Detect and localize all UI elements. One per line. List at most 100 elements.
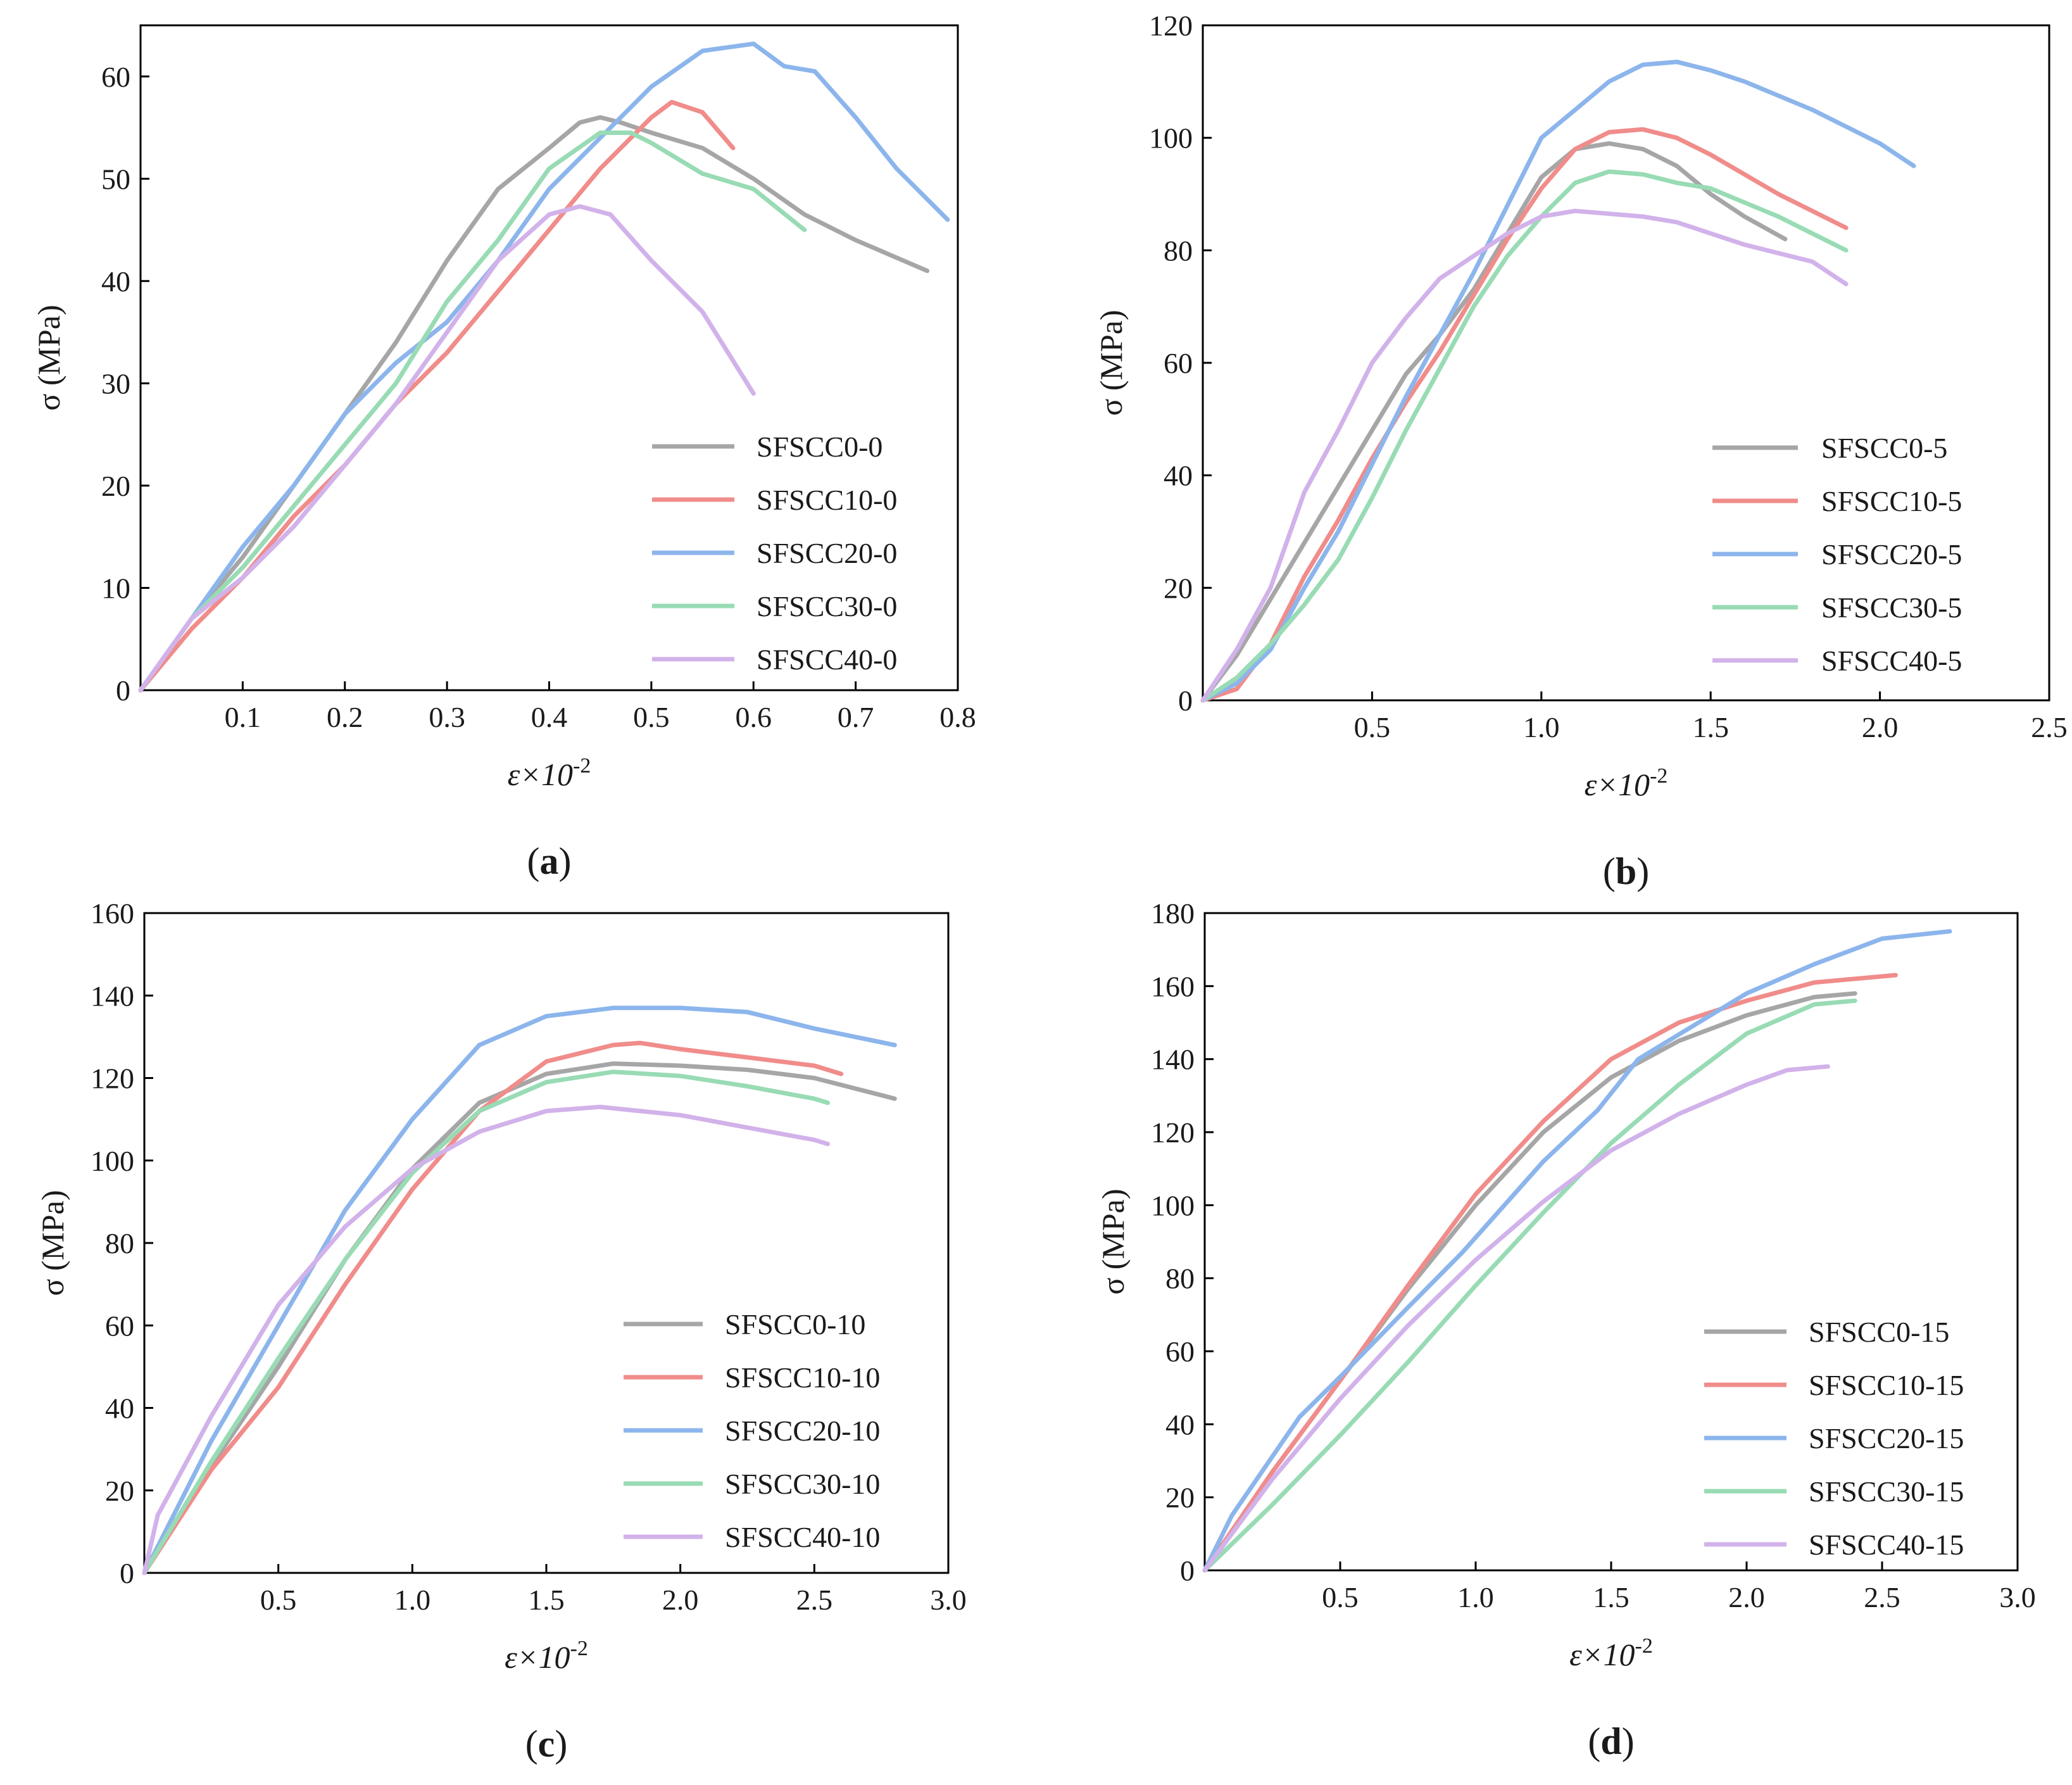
y-tick-label: 140 (1151, 1044, 1195, 1076)
y-tick-label: 140 (91, 980, 134, 1012)
y-tick-label: 60 (1164, 347, 1193, 379)
x-axis-title: ε×10-2 (508, 754, 591, 792)
legend-label: SFSCC40-10 (725, 1521, 880, 1553)
panel-label-close: ) (559, 840, 572, 882)
chart-panel-d: 0 20 40 60 80 100 120 140 160 180 0.5 1.0 1.5 2.0 2.5 3… (1095, 897, 2036, 1762)
legend-label: SFSCC40-5 (1821, 645, 1962, 677)
series-line-SFSCC20-15 (1202, 929, 1952, 1573)
series-line-SFSCC10-10 (142, 1040, 844, 1575)
y-tick-label: 100 (1149, 122, 1193, 155)
legend-label: SFSCC0-0 (757, 431, 882, 463)
panel-label-close: ) (555, 1723, 567, 1765)
y-tick-label: 80 (105, 1227, 134, 1259)
x-axis-title-base: ε×10 (1585, 767, 1650, 802)
panel-label-close: ) (1636, 850, 1649, 892)
x-tick-label: 0.6 (736, 701, 772, 733)
x-tick-label: 0.5 (260, 1584, 297, 1616)
x-tick-label: 1.5 (1692, 711, 1729, 743)
series-line-SFSCC10-0 (138, 99, 736, 693)
series-line-SFSCC20-0 (138, 41, 950, 693)
y-tick-label: 40 (105, 1392, 134, 1425)
panel-label-open: ( (527, 840, 540, 882)
x-tick-label: 2.0 (662, 1584, 699, 1616)
panel-label: (d) (1588, 1720, 1634, 1762)
legend-label: SFSCC20-15 (1809, 1422, 1964, 1454)
legend-label: SFSCC30-10 (725, 1468, 880, 1500)
x-tick-label: 0.5 (1354, 711, 1391, 743)
y-axis-title: σ (MPa) (1095, 1189, 1131, 1294)
y-tick-label: 0 (120, 1557, 134, 1589)
x-tick-label: 2.0 (1862, 711, 1899, 743)
x-tick-label: 1.0 (1457, 1581, 1494, 1613)
x-axis-title: ε×10-2 (1569, 1634, 1653, 1672)
x-tick-label: 0.5 (633, 701, 670, 733)
plot-frame (1203, 912, 2019, 1572)
y-axis-title: σ (MPa) (31, 305, 66, 410)
x-tick-label: 0.4 (531, 701, 568, 733)
series-line-SFSCC40-0 (138, 204, 756, 693)
y-tick-label: 160 (91, 897, 134, 930)
x-tick-label: 3.0 (1999, 1581, 2036, 1613)
panel-label-open: ( (1603, 850, 1616, 892)
legend: SFSCC0-5 SFSCC10-5 SFSCC20-5 SFSCC30-5 SFSCC… (1712, 432, 1962, 677)
legend-label: SFSCC10-0 (757, 484, 897, 516)
x-tick-label: 0.3 (429, 701, 465, 733)
series-line-SFSCC30-10 (142, 1069, 830, 1575)
x-axis-title-base: ε×10 (508, 757, 573, 792)
y-tick-label: 60 (105, 1309, 134, 1342)
x-tick-label: 0.8 (939, 701, 976, 733)
y-tick-label: 20 (1164, 572, 1193, 604)
legend-label: SFSCC10-5 (1821, 485, 1962, 517)
legend-label: SFSCC20-5 (1821, 538, 1962, 571)
x-tick-label: 3.0 (930, 1584, 967, 1616)
y-tick-label: 80 (1164, 234, 1193, 267)
legend: SFSCC0-15 SFSCC10-15 SFSCC20-15 SFSCC30-15 S… (1704, 1316, 1964, 1561)
y-tick-label: 40 (1165, 1408, 1195, 1441)
x-axis-title-base: ε×10 (505, 1639, 570, 1675)
series-line-SFSCC10-15 (1202, 973, 1898, 1573)
legend-label: SFSCC20-10 (725, 1415, 880, 1447)
series-line-SFSCC40-15 (1202, 1064, 1830, 1573)
x-tick-label: 2.5 (2031, 711, 2068, 743)
panel-label: (b) (1603, 850, 1649, 892)
series-line-SFSCC30-5 (1200, 169, 1849, 703)
legend-label: SFSCC30-5 (1821, 591, 1962, 624)
y-tick-label: 100 (1151, 1189, 1195, 1221)
y-tick-label: 0 (1180, 1555, 1195, 1587)
x-axis-title-exponent: -2 (1635, 1634, 1653, 1658)
panel-label: (c) (525, 1723, 568, 1765)
y-tick-label: 40 (1164, 460, 1193, 492)
legend-label: SFSCC10-10 (725, 1361, 880, 1394)
panel-label-letter: d (1600, 1720, 1621, 1762)
legend-label: SFSCC30-0 (757, 590, 897, 622)
panel-label-letter: c (538, 1723, 555, 1765)
legend-label: SFSCC30-15 (1809, 1475, 1964, 1508)
panel-label-open: ( (525, 1723, 538, 1765)
series-line-SFSCC30-0 (138, 130, 807, 693)
x-tick-label: 0.1 (225, 701, 261, 733)
chart-panel-c: 0 20 40 60 80 100 120 140 160 0.5 1.0 1.5 2.0 2.5 3.0 σ… (35, 897, 967, 1765)
legend-label: SFSCC0-15 (1809, 1316, 1949, 1348)
x-axis-title-exponent: -2 (570, 1637, 588, 1660)
x-tick-label: 1.0 (1523, 711, 1560, 743)
panel-label-close: ) (1622, 1720, 1635, 1762)
y-tick-label: 20 (101, 470, 130, 502)
x-tick-label: 2.5 (796, 1584, 833, 1616)
y-tick-label: 30 (101, 367, 130, 400)
y-tick-label: 120 (1149, 9, 1193, 42)
series-line-SFSCC20-10 (142, 1006, 897, 1575)
x-axis-title: ε×10-2 (505, 1637, 588, 1675)
y-tick-label: 20 (105, 1475, 134, 1507)
x-tick-label: 1.5 (1593, 1581, 1629, 1613)
panel-label-letter: b (1616, 850, 1636, 892)
legend-label: SFSCC0-5 (1821, 432, 1947, 464)
series-line-SFSCC30-15 (1202, 998, 1857, 1573)
x-axis-title-exponent: -2 (1650, 764, 1667, 788)
legend-label: SFSCC40-15 (1809, 1529, 1964, 1561)
x-tick-label: 2.5 (1864, 1581, 1900, 1613)
series-line-SFSCC40-5 (1200, 208, 1849, 703)
x-tick-label: 0.7 (838, 701, 874, 733)
chart-panel-b: 0 20 40 60 80 100 120 0.5 1.0 1.5 2.0 2.5 σ (MPa) ε×1… (1093, 9, 2068, 892)
series-line-SFSCC0-5 (1200, 141, 1788, 703)
y-tick-label: 80 (1165, 1263, 1195, 1295)
